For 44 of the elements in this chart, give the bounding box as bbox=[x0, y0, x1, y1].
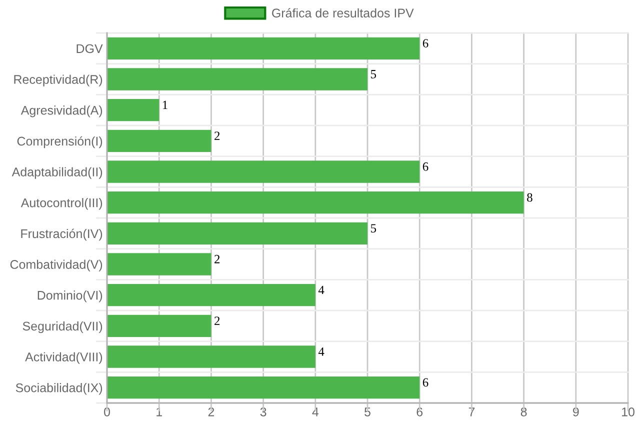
y-tick-label: Adaptabilidad(II) bbox=[12, 167, 102, 179]
bar bbox=[107, 284, 316, 306]
data-label: 2 bbox=[214, 316, 220, 325]
data-label: 6 bbox=[422, 378, 428, 387]
y-tick-label: Frustración(IV) bbox=[21, 228, 102, 241]
data-label: 2 bbox=[214, 132, 220, 140]
y-tick-label: Agresividad(A) bbox=[20, 106, 102, 118]
bar bbox=[107, 37, 420, 60]
data-label: 1 bbox=[162, 100, 168, 110]
y-tick-label: Comprensión(I) bbox=[17, 136, 102, 148]
bar bbox=[107, 130, 212, 152]
y-tick-label: Sociabilidad(IX) bbox=[16, 383, 102, 395]
data-label: 4 bbox=[318, 347, 324, 356]
bar bbox=[107, 98, 160, 122]
data-label: 6 bbox=[422, 39, 428, 48]
data-label: 4 bbox=[318, 286, 324, 294]
bar bbox=[107, 314, 212, 338]
x-tick-label: 5 bbox=[364, 408, 370, 416]
data-label: 8 bbox=[527, 193, 532, 202]
y-tick-label: Autocontrol(III) bbox=[20, 198, 102, 210]
bar bbox=[107, 376, 420, 399]
x-tick-label: 3 bbox=[260, 407, 266, 416]
legend-label: Gráfica de resultados IPV bbox=[272, 8, 414, 18]
data-label: 5 bbox=[371, 70, 376, 78]
x-tick-label: 2 bbox=[208, 407, 214, 416]
bar bbox=[107, 160, 420, 183]
bar bbox=[107, 222, 368, 245]
bar bbox=[107, 253, 212, 276]
bar bbox=[107, 191, 524, 214]
bar bbox=[107, 346, 316, 368]
y-tick-label: DGV bbox=[76, 44, 103, 54]
y-tick-label: Actividad(VIII) bbox=[25, 352, 102, 364]
y-tick-label: Seguridad(VII) bbox=[22, 321, 102, 334]
data-label: 6 bbox=[422, 162, 428, 171]
y-tick-label: Combatividad(V) bbox=[10, 260, 102, 272]
x-tick-label: 10 bbox=[622, 407, 634, 416]
x-tick-label: 8 bbox=[520, 407, 527, 416]
x-tick-label: 0 bbox=[104, 407, 110, 416]
x-tick-label: 9 bbox=[573, 407, 579, 416]
bar bbox=[107, 68, 368, 90]
y-tick-label: Receptividad(R) bbox=[14, 74, 102, 86]
data-label: 5 bbox=[371, 224, 376, 232]
y-tick-label: Dominio(VI) bbox=[38, 290, 102, 302]
data-label: 2 bbox=[214, 254, 220, 264]
